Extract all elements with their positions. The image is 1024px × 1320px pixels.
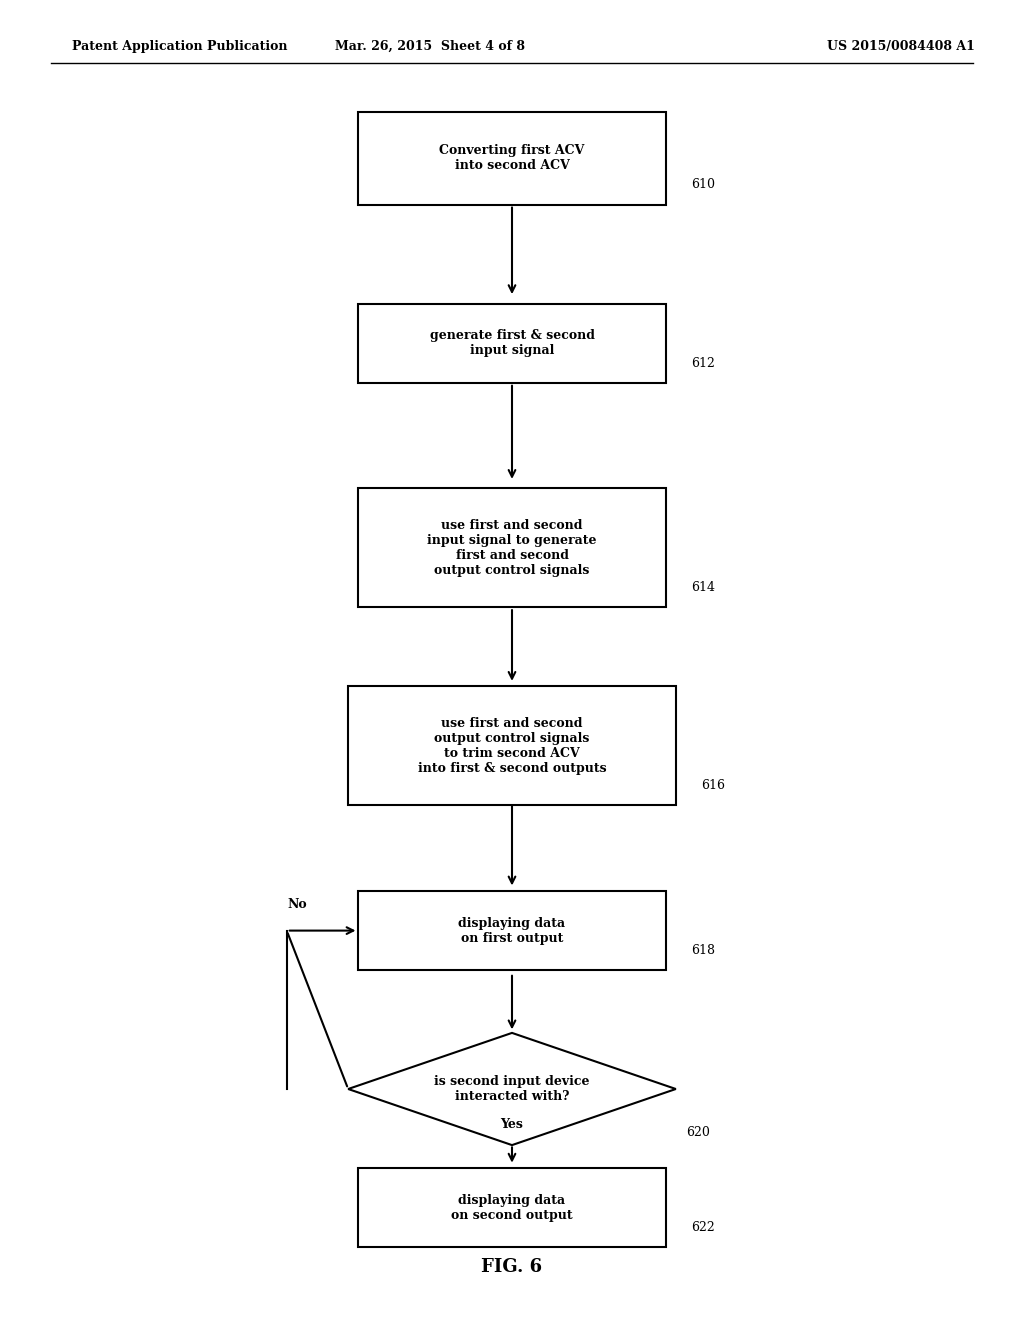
FancyBboxPatch shape <box>358 304 666 383</box>
Text: Converting first ACV
into second ACV: Converting first ACV into second ACV <box>439 144 585 173</box>
FancyBboxPatch shape <box>358 891 666 970</box>
Polygon shape <box>348 1032 676 1146</box>
Text: displaying data
on second output: displaying data on second output <box>452 1193 572 1222</box>
Text: Mar. 26, 2015  Sheet 4 of 8: Mar. 26, 2015 Sheet 4 of 8 <box>335 40 525 53</box>
Text: US 2015/0084408 A1: US 2015/0084408 A1 <box>827 40 975 53</box>
Text: generate first & second
input signal: generate first & second input signal <box>429 329 595 358</box>
Text: 620: 620 <box>686 1126 710 1138</box>
Text: use first and second
input signal to generate
first and second
output control si: use first and second input signal to gen… <box>427 519 597 577</box>
Text: is second input device
interacted with?: is second input device interacted with? <box>434 1074 590 1104</box>
Text: use first and second
output control signals
to trim second ACV
into first & seco: use first and second output control sign… <box>418 717 606 775</box>
FancyBboxPatch shape <box>358 112 666 205</box>
Text: Patent Application Publication: Patent Application Publication <box>72 40 287 53</box>
FancyBboxPatch shape <box>348 686 676 805</box>
Text: No: No <box>288 898 307 911</box>
Text: 612: 612 <box>691 356 715 370</box>
Text: 614: 614 <box>691 581 715 594</box>
Text: FIG. 6: FIG. 6 <box>481 1258 543 1276</box>
Text: displaying data
on first output: displaying data on first output <box>459 916 565 945</box>
Text: 622: 622 <box>691 1221 715 1234</box>
FancyBboxPatch shape <box>358 488 666 607</box>
Text: 610: 610 <box>691 178 715 191</box>
Text: Yes: Yes <box>501 1118 523 1131</box>
Text: 616: 616 <box>701 779 725 792</box>
Text: 618: 618 <box>691 944 715 957</box>
FancyBboxPatch shape <box>358 1168 666 1247</box>
